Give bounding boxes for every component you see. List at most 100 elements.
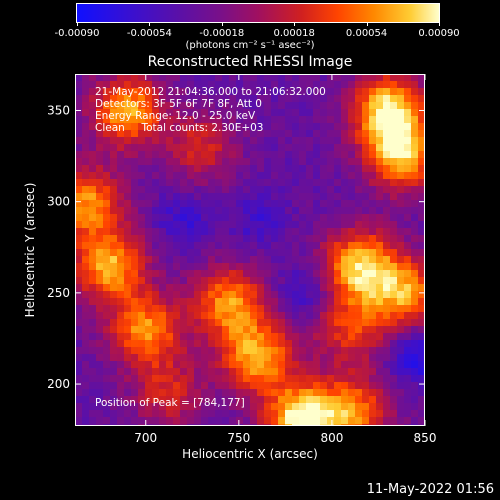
heatmap-cell <box>138 207 145 214</box>
heatmap-cell <box>278 354 285 361</box>
heatmap-cell <box>278 207 285 214</box>
heatmap-cell <box>152 354 159 361</box>
heatmap-cell <box>173 235 180 242</box>
heatmap-cell <box>285 95 292 102</box>
heatmap-cell <box>411 375 418 382</box>
heatmap-cell <box>278 284 285 291</box>
heatmap-cell <box>411 179 418 186</box>
heatmap-cell <box>131 305 138 312</box>
heatmap-cell <box>306 277 313 284</box>
heatmap-cell <box>166 298 173 305</box>
heatmap-cell <box>187 235 194 242</box>
heatmap-cell <box>320 389 327 396</box>
heatmap-cell <box>334 305 341 312</box>
heatmap-cell <box>320 403 327 410</box>
heatmap-cell <box>257 354 264 361</box>
heatmap-cell <box>215 109 222 116</box>
heatmap-cell <box>390 165 397 172</box>
heatmap-cell <box>166 319 173 326</box>
heatmap-cell <box>327 116 334 123</box>
heatmap-cell <box>96 326 103 333</box>
heatmap-cell <box>376 165 383 172</box>
heatmap-cell <box>341 368 348 375</box>
heatmap-cell <box>166 305 173 312</box>
heatmap-cell <box>285 263 292 270</box>
heatmap-cell <box>243 242 250 249</box>
heatmap-cell <box>131 158 138 165</box>
heatmap-cell <box>208 95 215 102</box>
heatmap-cell <box>257 389 264 396</box>
heatmap-cell <box>89 256 96 263</box>
heatmap-cell <box>187 123 194 130</box>
heatmap-cell <box>187 389 194 396</box>
heatmap-cell <box>418 277 425 284</box>
heatmap-cell <box>208 207 215 214</box>
heatmap-cell <box>145 102 152 109</box>
heatmap-cell <box>306 207 313 214</box>
heatmap-cell <box>222 95 229 102</box>
heatmap-cell <box>250 305 257 312</box>
heatmap-cell <box>250 130 257 137</box>
heatmap-cell <box>166 109 173 116</box>
colorbar-tick-label: -0.00090 <box>54 28 100 39</box>
heatmap-cell <box>194 207 201 214</box>
heatmap-cell <box>250 151 257 158</box>
heatmap-cell <box>96 368 103 375</box>
heatmap-cell <box>110 123 117 130</box>
heatmap-cell <box>173 270 180 277</box>
heatmap-cell <box>96 417 103 424</box>
heatmap-cell <box>355 368 362 375</box>
heatmap-cell <box>404 354 411 361</box>
heatmap-cell <box>271 354 278 361</box>
heatmap-cell <box>145 256 152 263</box>
heatmap-cell <box>376 326 383 333</box>
heatmap-cell <box>362 354 369 361</box>
heatmap-cell <box>292 417 299 424</box>
heatmap-cell <box>397 305 404 312</box>
heatmap-cell <box>117 242 124 249</box>
heatmap-cell <box>397 235 404 242</box>
heatmap-cell <box>103 158 110 165</box>
heatmap-cell <box>341 151 348 158</box>
heatmap-cell <box>215 375 222 382</box>
heatmap-cell <box>390 333 397 340</box>
heatmap-cell <box>250 109 257 116</box>
heatmap-cell <box>194 88 201 95</box>
heatmap-cell <box>411 228 418 235</box>
heatmap-cell <box>103 361 110 368</box>
heatmap-cell <box>131 389 138 396</box>
heatmap-cell <box>411 312 418 319</box>
heatmap-cell <box>397 109 404 116</box>
heatmap-cell <box>145 151 152 158</box>
heatmap-cell <box>173 130 180 137</box>
heatmap-cell <box>264 312 271 319</box>
heatmap-cell <box>257 109 264 116</box>
heatmap-cell <box>243 123 250 130</box>
heatmap-cell <box>145 403 152 410</box>
heatmap-cell <box>124 333 131 340</box>
heatmap-cell <box>138 228 145 235</box>
heatmap-cell <box>117 277 124 284</box>
colorbar-tickmark <box>366 22 368 26</box>
heatmap-cell <box>131 130 138 137</box>
heatmap-cell <box>376 172 383 179</box>
heatmap-cell <box>229 193 236 200</box>
heatmap-cell <box>292 151 299 158</box>
heatmap-cell <box>131 340 138 347</box>
heatmap-cell <box>390 298 397 305</box>
heatmap-cell <box>250 347 257 354</box>
heatmap-cell <box>306 305 313 312</box>
heatmap-cell <box>264 81 271 88</box>
heatmap-cell <box>411 256 418 263</box>
heatmap-cell <box>124 172 131 179</box>
heatmap-cell <box>138 186 145 193</box>
heatmap-cell <box>166 347 173 354</box>
heatmap-cell <box>82 116 89 123</box>
heatmap-cell <box>299 375 306 382</box>
heatmap-cell <box>159 277 166 284</box>
heatmap-cell <box>229 179 236 186</box>
heatmap-cell <box>152 235 159 242</box>
heatmap-cell <box>222 333 229 340</box>
heatmap-cell <box>208 109 215 116</box>
heatmap-cell <box>96 179 103 186</box>
